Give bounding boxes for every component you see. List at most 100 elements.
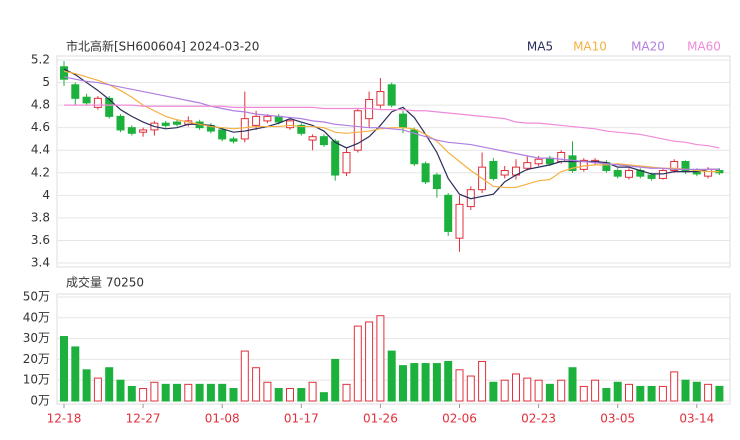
candle-body bbox=[647, 174, 656, 179]
volume-bar bbox=[500, 379, 509, 402]
y-tick-label: 4.8 bbox=[31, 98, 50, 112]
chart-title: 市北高新[SH600604] 2024-03-20 bbox=[66, 39, 259, 54]
x-tick-label: 01-08 bbox=[205, 412, 240, 426]
candle-body bbox=[116, 115, 125, 131]
volume-bar bbox=[410, 363, 419, 402]
volume-bar bbox=[658, 385, 667, 402]
y-tick-label: 20万 bbox=[23, 352, 50, 366]
volume-bar bbox=[218, 383, 227, 402]
volume-bar bbox=[150, 381, 159, 402]
volume-bar bbox=[229, 388, 238, 402]
y-tick-label: 40万 bbox=[23, 310, 50, 324]
x-tick-label: 03-05 bbox=[600, 412, 635, 426]
candle-body bbox=[161, 122, 170, 126]
volume-bar bbox=[399, 365, 407, 402]
y-tick-label: 4.2 bbox=[31, 165, 50, 179]
candle-body bbox=[410, 129, 419, 165]
y-tick-label: 5.2 bbox=[31, 53, 50, 67]
y-tick-label: 50万 bbox=[23, 290, 50, 304]
volume-bar bbox=[71, 346, 80, 402]
candle-body bbox=[93, 97, 102, 108]
volume-bar bbox=[240, 350, 249, 402]
volume-bar bbox=[206, 383, 215, 402]
volume-bar bbox=[319, 392, 328, 402]
candle-body bbox=[229, 138, 238, 142]
candle-body bbox=[319, 136, 328, 146]
x-tick-label: 01-17 bbox=[284, 412, 319, 426]
candle-body bbox=[105, 97, 114, 117]
y-tick-label: 3.6 bbox=[31, 233, 50, 247]
y-tick-label: 10万 bbox=[23, 373, 50, 387]
volume-bar bbox=[105, 367, 114, 402]
volume-bar bbox=[625, 383, 633, 402]
candle-body bbox=[331, 140, 340, 176]
y-tick-label: 5 bbox=[42, 75, 50, 89]
candle-body bbox=[557, 151, 566, 163]
volume-bar bbox=[161, 383, 170, 402]
candle-body bbox=[263, 115, 272, 122]
candle-body bbox=[432, 174, 441, 190]
candle-body bbox=[613, 170, 622, 177]
candle-body bbox=[489, 161, 498, 179]
volume-bar bbox=[387, 350, 396, 402]
candle-body bbox=[670, 161, 679, 172]
volume-bar bbox=[534, 379, 543, 402]
volume-bar bbox=[173, 383, 181, 402]
volume-bar bbox=[342, 383, 351, 402]
candle-body bbox=[387, 84, 396, 106]
volume-bar bbox=[512, 373, 520, 402]
volume-bar bbox=[376, 315, 385, 402]
candle-body bbox=[71, 84, 80, 99]
volume-bar bbox=[545, 383, 554, 402]
candle-body bbox=[342, 151, 351, 174]
volume-frame bbox=[56, 293, 731, 405]
y-tick-label: 4.6 bbox=[31, 120, 50, 134]
candle-body bbox=[353, 110, 362, 151]
x-tick-label: 12-18 bbox=[47, 412, 82, 426]
candle-body bbox=[139, 129, 148, 133]
candle-body bbox=[625, 170, 633, 178]
volume-bar bbox=[670, 371, 679, 402]
y-tick-label: 30万 bbox=[23, 331, 50, 345]
candle-body bbox=[523, 162, 532, 169]
volume-bar bbox=[681, 379, 690, 402]
candle-body bbox=[127, 127, 136, 134]
volume-bar bbox=[82, 369, 91, 402]
candle-body bbox=[579, 159, 588, 170]
candle-body bbox=[60, 66, 68, 80]
volume-bar bbox=[432, 363, 441, 402]
volume-bar bbox=[613, 381, 622, 402]
candle-body bbox=[308, 136, 317, 141]
y-tick-label: 4 bbox=[42, 188, 50, 202]
x-tick-label: 02-06 bbox=[442, 412, 477, 426]
volume-bar bbox=[647, 385, 656, 402]
volume-bar bbox=[704, 383, 713, 402]
volume-bar bbox=[93, 377, 102, 402]
candle-body bbox=[286, 120, 294, 129]
volume-bar bbox=[421, 363, 430, 402]
volume-bar bbox=[715, 385, 724, 402]
volume-bar bbox=[60, 336, 68, 402]
ma-line bbox=[64, 104, 720, 149]
volume-bar bbox=[444, 360, 453, 402]
candle-body bbox=[500, 170, 509, 176]
volume-bar bbox=[308, 381, 317, 402]
candle-body bbox=[82, 96, 91, 104]
legend-label: MA60 bbox=[687, 40, 721, 54]
legend-label: MA10 bbox=[573, 40, 607, 54]
volume-bar bbox=[195, 383, 204, 402]
ma-line bbox=[63, 76, 720, 170]
volume-bar bbox=[455, 369, 464, 402]
volume-bar bbox=[636, 385, 645, 402]
volume-bar bbox=[489, 381, 498, 402]
volume-bar bbox=[523, 377, 532, 402]
candle-body bbox=[568, 155, 577, 172]
volume-bar bbox=[557, 379, 566, 402]
candle-body bbox=[455, 203, 464, 239]
candle-body bbox=[444, 194, 453, 232]
candle-body bbox=[240, 118, 249, 140]
candle-body bbox=[252, 115, 261, 126]
candle-body bbox=[399, 113, 407, 129]
volume-bar bbox=[353, 325, 362, 402]
